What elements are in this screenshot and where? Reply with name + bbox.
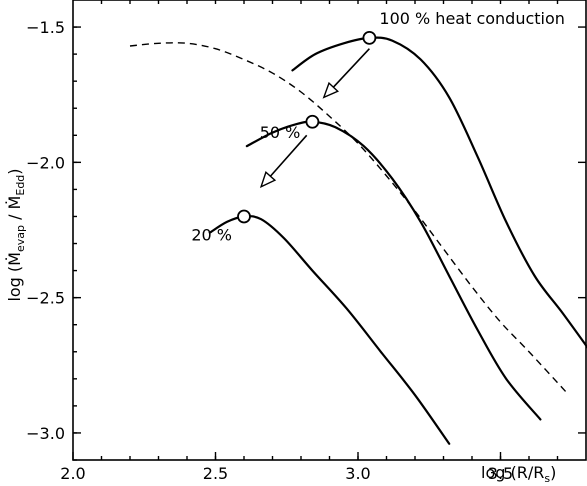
x-axis-title-sub: s xyxy=(544,472,550,485)
x-tick-label: 3.5 xyxy=(488,464,513,483)
series-label: 100 % heat conduction xyxy=(379,9,565,28)
arrow-shaft xyxy=(269,134,308,177)
x-axis-title: log (R/Rs) xyxy=(481,463,556,485)
y-axis-title-num-symbol: Ṁ xyxy=(5,252,24,266)
arrow-head xyxy=(322,81,340,99)
x-axis-title-main: log (R/R xyxy=(481,463,544,482)
y-axis-title-num-sub: evap xyxy=(14,225,27,252)
series-labels: 100 % heat conduction 50 % 20 % xyxy=(191,9,565,245)
y-axis-title-den-sub: Edd xyxy=(14,175,27,196)
arrow-shaft xyxy=(332,48,370,88)
peak-markers xyxy=(237,30,377,224)
x-tick-label: 2.0 xyxy=(60,464,85,483)
series-line-dashed xyxy=(129,42,570,396)
series-label: 20 % xyxy=(191,225,232,244)
series-group xyxy=(129,36,587,445)
y-axis-title-close: ) xyxy=(5,168,24,174)
x-axis-ticks: 2.0 2.5 3.0 3.5 xyxy=(60,0,559,483)
peak-marker xyxy=(362,30,377,45)
series-line-1 xyxy=(245,120,542,421)
y-tick-label: −3.0 xyxy=(26,424,65,443)
x-tick-label: 3.0 xyxy=(345,464,370,483)
y-axis-title-prefix: log ( xyxy=(5,266,24,302)
peak-marker xyxy=(237,209,251,224)
series-label: 50 % xyxy=(260,123,301,142)
series-line-2 xyxy=(208,215,451,445)
x-axis-title-close: ) xyxy=(550,463,556,482)
y-axis-title-sep: / xyxy=(5,209,24,225)
series-line-0 xyxy=(291,36,587,349)
x-tick-label: 2.5 xyxy=(203,464,228,483)
y-tick-label: −1.5 xyxy=(26,18,65,37)
y-axis-ticks: −1.5 −2.0 −2.5 −3.0 xyxy=(26,18,586,461)
y-axis-title-den-symbol: Ṁ xyxy=(5,196,24,210)
peak-marker xyxy=(305,114,320,129)
y-tick-label: −2.5 xyxy=(26,289,65,308)
y-axis-title: log (Ṁevap / ṀEdd) xyxy=(5,168,27,301)
arrow-group xyxy=(259,48,370,189)
arrow-head xyxy=(259,171,277,189)
y-tick-label: −2.0 xyxy=(26,153,65,172)
